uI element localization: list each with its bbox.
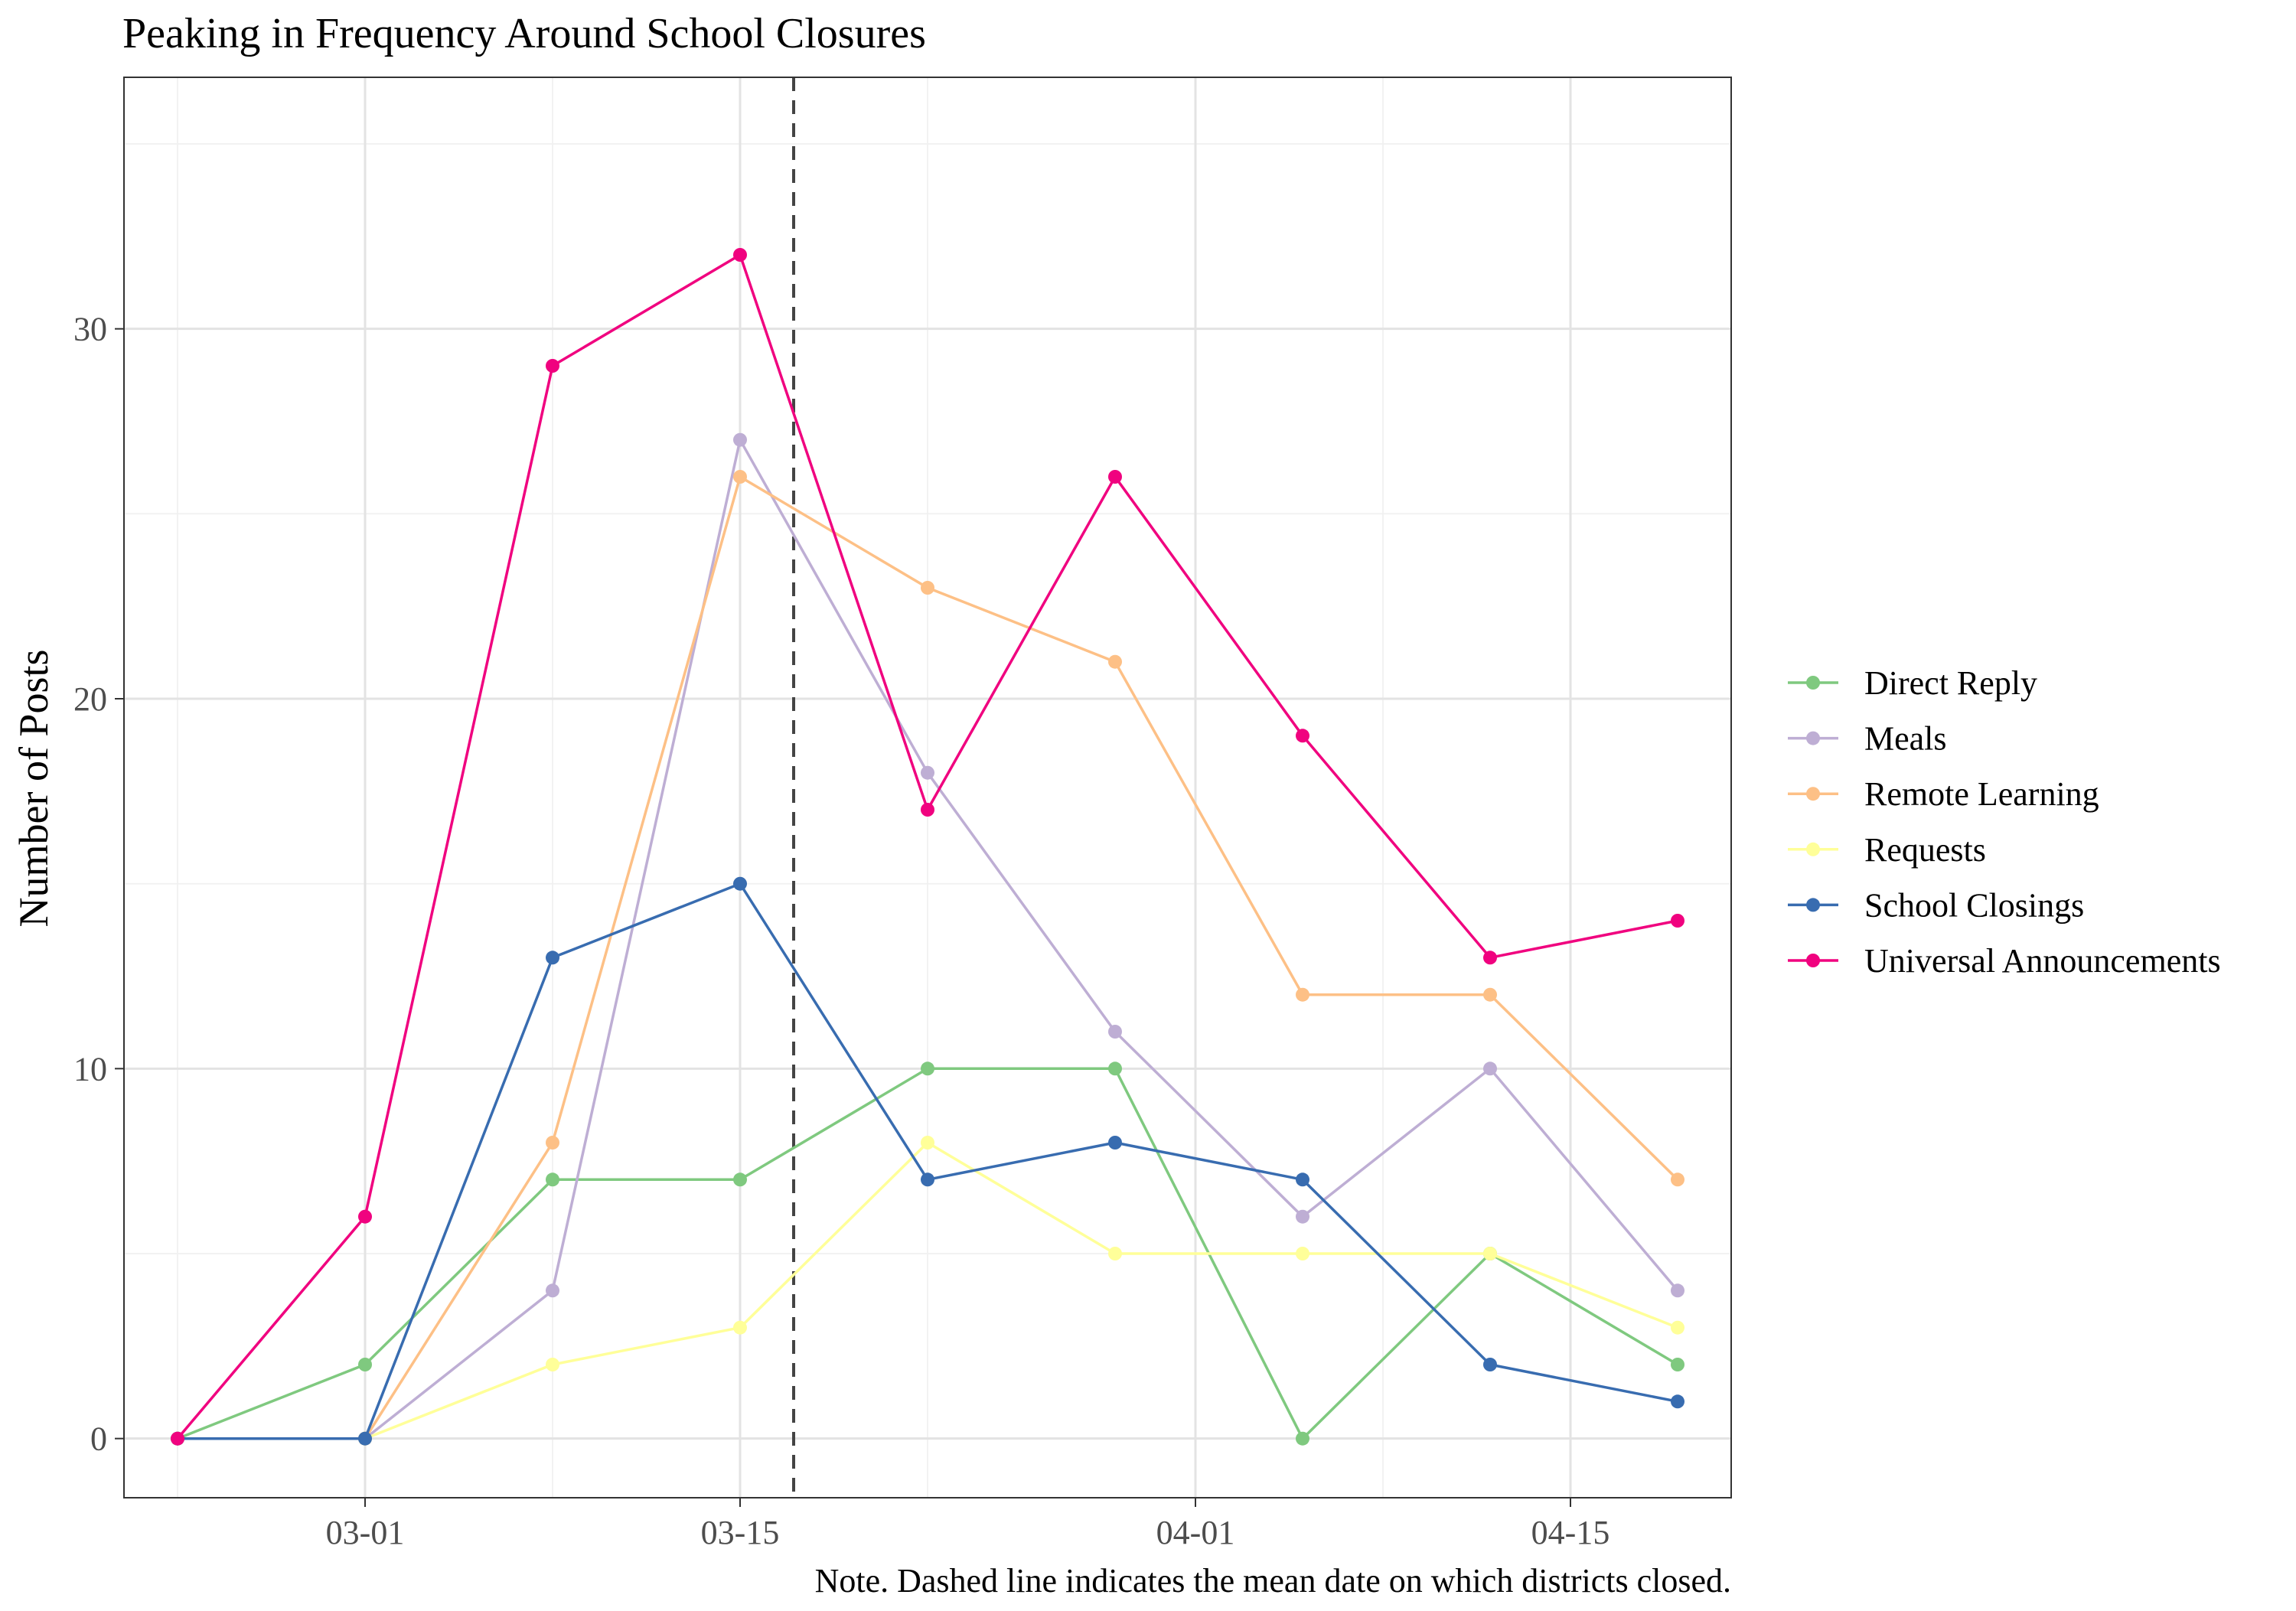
y-tick-label: 20 (73, 680, 107, 718)
series-group (171, 248, 1684, 1446)
data-point-requests (1671, 1320, 1684, 1335)
data-point-universal-announcements (1671, 914, 1684, 928)
legend-label: School Closings (1864, 886, 2084, 924)
data-point-direct-reply (733, 1172, 747, 1187)
legend-item-remote-learning: Remote Learning (1788, 775, 2099, 813)
data-point-universal-announcements (171, 1431, 184, 1446)
data-point-universal-announcements (733, 248, 747, 262)
data-point-universal-announcements (921, 803, 934, 817)
y-tick-label: 0 (90, 1420, 107, 1458)
data-point-remote-learning (546, 1136, 559, 1150)
legend-label: Direct Reply (1864, 664, 2037, 702)
legend-label: Requests (1864, 831, 1986, 869)
legend-label: Universal Announcements (1864, 942, 2221, 980)
y-axis-title: Number of Posts (11, 650, 57, 928)
legend-key-point (1806, 731, 1820, 745)
series-school-closings (171, 876, 1684, 1446)
x-tick-label: 03-15 (701, 1514, 780, 1551)
data-point-remote-learning (921, 581, 934, 595)
legend-key-point (1806, 676, 1820, 690)
chart-note: Note. Dashed line indicates the mean dat… (815, 1562, 1731, 1600)
data-point-meals (1108, 1025, 1122, 1039)
data-point-meals (733, 432, 747, 447)
data-point-remote-learning (1108, 654, 1122, 669)
plot-panel (123, 77, 1732, 1498)
data-point-remote-learning (1671, 1172, 1684, 1187)
data-point-universal-announcements (1483, 951, 1497, 965)
data-point-direct-reply (358, 1358, 372, 1371)
data-point-universal-announcements (1296, 729, 1309, 743)
data-point-meals (921, 765, 934, 780)
legend-item-universal-announcements: Universal Announcements (1788, 942, 2221, 980)
legend-key-point (1806, 954, 1820, 967)
data-point-school-closings (921, 1172, 934, 1187)
x-tick-label: 04-15 (1531, 1514, 1610, 1551)
data-point-school-closings (1296, 1172, 1309, 1187)
legend-item-meals: Meals (1788, 720, 1947, 758)
data-point-requests (1108, 1247, 1122, 1260)
legend-item-requests: Requests (1788, 831, 1986, 869)
data-point-meals (1671, 1283, 1684, 1298)
data-point-school-closings (1483, 1358, 1497, 1371)
legend: Direct Reply Meals Remote Learning Requests… (1788, 664, 2221, 980)
legend-label: Meals (1864, 720, 1947, 758)
legend-label: Remote Learning (1864, 775, 2099, 813)
data-point-direct-reply (1108, 1061, 1122, 1076)
series-meals (171, 432, 1684, 1446)
series-universal-announcements (171, 248, 1684, 1446)
y-axis: 0 10 20 30 (73, 311, 124, 1458)
data-point-direct-reply (546, 1172, 559, 1187)
data-point-requests (1483, 1247, 1497, 1260)
y-tick-label: 10 (73, 1050, 107, 1088)
x-tick-label: 03-01 (326, 1514, 405, 1551)
data-point-direct-reply (1296, 1431, 1309, 1446)
data-point-universal-announcements (358, 1209, 372, 1224)
data-point-school-closings (358, 1431, 372, 1446)
data-point-direct-reply (921, 1061, 934, 1076)
legend-item-direct-reply: Direct Reply (1788, 664, 2037, 702)
data-point-remote-learning (733, 470, 747, 484)
legend-key-point (1806, 787, 1820, 801)
data-point-direct-reply (1671, 1358, 1684, 1371)
data-point-meals (1296, 1209, 1309, 1224)
data-point-meals (1483, 1061, 1497, 1076)
data-point-school-closings (1671, 1394, 1684, 1409)
data-point-remote-learning (1296, 987, 1309, 1002)
legend-key-point (1806, 842, 1820, 856)
data-point-requests (921, 1136, 934, 1150)
data-point-school-closings (733, 876, 747, 891)
legend-key-point (1806, 898, 1820, 912)
chart-title: Peaking in Frequency Around School Closu… (122, 10, 926, 57)
data-point-meals (546, 1283, 559, 1298)
data-point-universal-announcements (1108, 470, 1122, 484)
y-tick-label: 30 (73, 311, 107, 348)
data-point-school-closings (546, 951, 559, 965)
data-point-requests (733, 1320, 747, 1335)
data-point-requests (546, 1358, 559, 1371)
data-point-school-closings (1108, 1136, 1122, 1150)
x-tick-label: 04-01 (1156, 1514, 1235, 1551)
data-point-remote-learning (1483, 987, 1497, 1002)
grid (124, 77, 1731, 1498)
legend-item-school-closings: School Closings (1788, 886, 2084, 924)
x-axis: 03-01 03-15 04-01 04-15 (326, 1498, 1610, 1551)
data-point-requests (1296, 1247, 1309, 1260)
data-point-universal-announcements (546, 359, 559, 373)
